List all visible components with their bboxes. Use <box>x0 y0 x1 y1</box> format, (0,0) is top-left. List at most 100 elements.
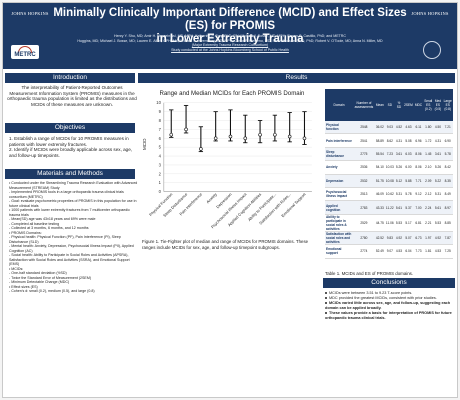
table-cell: 5.53 <box>394 214 404 232</box>
table-header-cell: 2SEM <box>403 89 414 121</box>
mcid-range-chart: Range and Median MCIDs for Each PROMIS D… <box>142 90 312 229</box>
figure-caption: Figure 1. Tie-Fighter plot of median and… <box>142 239 309 250</box>
bullet-icon <box>325 302 327 304</box>
methods-item: - Social health: Ability to Participate … <box>9 253 130 266</box>
table-header-row: Domain Number of assessments Mean SD ½ S… <box>325 89 453 121</box>
table-cell: 2783 <box>353 200 375 215</box>
table-cell: 5.26 <box>433 160 443 175</box>
table-cell: 4.31 <box>433 133 443 148</box>
table-domain-cell: Depression <box>325 174 353 188</box>
methods-item: • PROMIS Domains: <box>9 230 42 235</box>
table-cell: 42.52 <box>374 231 385 246</box>
table-cell: 8.06 <box>413 147 424 162</box>
table-cell: 5.61 <box>394 200 404 215</box>
table-cell: 8.62 <box>384 133 395 148</box>
table-cell: 51.75 <box>374 174 385 188</box>
table-cell: 9.83 <box>384 231 395 246</box>
table-domain-cell: Sleep disturbance <box>325 147 353 162</box>
chart-y-ticks: 0 1 2 3 4 5 6 7 8 9 10 <box>156 100 161 194</box>
table-cell: 44.75 <box>374 214 385 232</box>
methods-item: - Completed all baseline testing <box>9 221 60 226</box>
table-domain-cell: Satisfaction with social roles and activ… <box>325 231 353 246</box>
chart-median-point <box>273 132 277 137</box>
table-cell: 10.08 <box>384 174 395 188</box>
johns-hopkins-logo-right: JOHNS HOPKINS <box>411 11 449 16</box>
chart-marks <box>169 104 307 153</box>
table-cell: 6.03 <box>403 147 414 162</box>
table-cell: 2536 <box>353 160 375 175</box>
authors-line-4: Study conducted at the Johns Hopkins Blo… <box>171 47 289 52</box>
methods-item: - Mental health: Anxiety, Depression, Ps… <box>9 244 134 253</box>
chart-median-point <box>287 134 292 139</box>
table-row: Satisfaction with social roles and activ… <box>325 231 453 246</box>
table-cell: 1.45 <box>423 147 434 162</box>
table-cell: 10.62 <box>384 187 395 202</box>
table-row: Anxiety 2536 54.10 10.03 5.26 6.00 8.06 2.10 5.2… <box>325 160 453 175</box>
chart-y-tick-label: 8 <box>159 118 162 123</box>
conclusion-item: MDC provided the greatest MCIDs, consist… <box>325 296 453 301</box>
title-line-1: Minimally Clinically Important Differenc… <box>53 7 407 32</box>
table-header-cell: Small ES (0.2) <box>423 89 434 121</box>
table-domain-cell: Anxiety <box>325 160 353 175</box>
table-body: Physical function 2548 36.02 9.03 4.52 4.63 6.… <box>325 121 453 259</box>
table-cell: 6.00 <box>403 160 414 175</box>
table-cell: 2.09 <box>423 174 434 188</box>
table-cell: 5.22 <box>433 174 443 188</box>
chart-y-tick-label: 4 <box>159 154 162 159</box>
table-domain-cell: Physical function <box>325 121 353 135</box>
table-cell: 1.97 <box>423 231 434 246</box>
header-small-es: Small ES <box>424 99 433 107</box>
table-cell: 4.53 <box>394 244 404 259</box>
conclusions-list: MCIDs were between 3.51 to 9.23 T-score … <box>325 291 453 321</box>
table-cell: 4.53 <box>433 244 443 259</box>
methods-item: - Cohen's d: small (0.2), medium (0.5), … <box>9 289 95 293</box>
table-cell: 11.06 <box>384 214 395 232</box>
chart-median-point <box>169 132 174 137</box>
chart-y-tick-label: 6 <box>159 136 162 141</box>
mcid-table: Domain Number of assessments Mean SD ½ S… <box>325 89 453 259</box>
introduction-header: Introduction <box>5 73 135 83</box>
methods-item: - Implemented PROMIS tools in a large or… <box>9 190 124 199</box>
chart-median-point <box>228 134 233 139</box>
bullet-icon <box>325 312 327 314</box>
table-cell: 1.81 <box>423 244 434 259</box>
methods-item: - Goal: evaluate psychometric properties… <box>9 199 137 208</box>
methods-item: - Mean(SD) age was 43±18 years and 69% w… <box>9 217 96 221</box>
table-header-cell: SD <box>384 89 395 121</box>
header-large-es-sub: (0.8) <box>444 107 451 111</box>
table-row: Depression 2532 51.75 10.08 5.12 5.88 7.71 2.09… <box>325 174 453 188</box>
table-header-cell: MDC <box>413 89 424 121</box>
methods-item: - Twice the Standard Error of Measuremen… <box>9 275 92 280</box>
table-cell: 1.72 <box>423 133 434 148</box>
table-cell: 2775 <box>353 147 375 162</box>
table-cell: 5.12 <box>394 174 404 188</box>
chart-y-tick-label: 2 <box>159 171 162 176</box>
table-cell: 3.61 <box>433 147 443 162</box>
table-cell: 58.89 <box>374 133 385 148</box>
chart-y-tick-label: 0 <box>159 189 162 194</box>
table-cell: 7.25 <box>442 244 453 259</box>
hopkins-seal-icon <box>423 41 441 59</box>
table-cell: 5.78 <box>442 147 453 162</box>
chart-y-tick-label: 9 <box>159 109 162 114</box>
table-cell: 5.31 <box>394 187 404 202</box>
table-cell: 7.71 <box>413 174 424 188</box>
title-line-2: in Lower Extremity Trauma <box>156 33 304 45</box>
materials-methods-header: Materials and Methods <box>5 169 135 179</box>
methods-item: • MCIDs: <box>9 266 24 271</box>
table-cell: 46.09 <box>374 187 385 202</box>
table-cell: 7.00 <box>413 200 424 215</box>
table-row: Psychosocial illness impact 2513 46.09 10.6… <box>325 187 453 202</box>
table-row: Pain interference 2541 58.89 8.62 4.31 5.08 6.… <box>325 133 453 148</box>
methods-item: - One-half standard deviation (½SD) <box>9 271 67 275</box>
chart-y-axis-label: MCID <box>142 138 147 150</box>
table-domain-cell: Emotional support <box>325 244 353 259</box>
authors-line-1: Henry Y. Shu, MD; Amir H. Hosseiniasl, M… <box>114 34 346 38</box>
chart-y-tick-label: 10 <box>156 100 161 105</box>
conclusion-text: These values provide a basis for interpr… <box>325 311 452 320</box>
table-cell: 3.61 <box>394 147 404 162</box>
table-header-cell: Domain <box>325 89 353 121</box>
table-cell: 11.22 <box>384 200 395 215</box>
table-caption: Table 1. MCIDs and ES of PROMIS domains. <box>325 271 414 276</box>
johns-hopkins-logo-left: JOHNS HOPKINS <box>11 11 49 16</box>
